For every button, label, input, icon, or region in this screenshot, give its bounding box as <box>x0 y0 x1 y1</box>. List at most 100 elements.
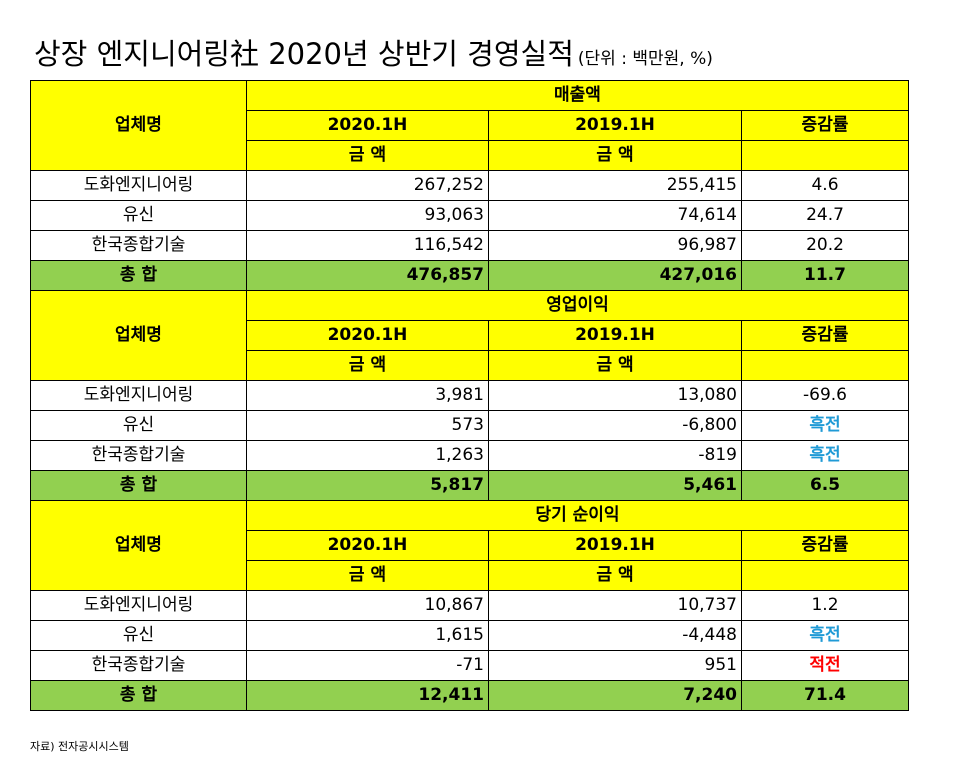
total-current-value: 476,857 <box>246 260 489 291</box>
period-header-row: 2020.1H 2019.1H 증감률 <box>31 110 909 141</box>
table-row: 도화엔지니어링 3,981 13,080 -69.6 <box>30 380 909 411</box>
change-value: 흑전 <box>809 445 841 465</box>
report-title-main: 상장 엔지니어링社 2020년 상반기 경영실적 <box>34 37 574 71</box>
prior-value: -6,800 <box>488 410 742 441</box>
change-cell: 흑전 <box>741 620 909 651</box>
total-change-value: 71.4 <box>741 680 909 711</box>
total-row: 총 합 476,857 427,016 11.7 <box>30 260 909 291</box>
change-rate-header: 증감률 <box>741 320 909 351</box>
prior-value: 74,614 <box>488 200 742 231</box>
company-header: 업체명 <box>30 500 247 591</box>
total-label: 총 합 <box>30 680 247 711</box>
change-value: 흑전 <box>809 625 841 645</box>
change-value: 4.6 <box>741 170 909 201</box>
change-value: 1.2 <box>741 590 909 621</box>
change-value: 20.2 <box>741 230 909 261</box>
table-row: 한국종합기술 1,263 -819 흑전 <box>30 440 909 471</box>
change-value: 흑전 <box>809 415 841 435</box>
company-name: 한국종합기술 <box>30 440 247 471</box>
total-prior-value: 5,461 <box>488 470 742 501</box>
total-label: 총 합 <box>30 260 247 291</box>
change-value: 24.7 <box>741 200 909 231</box>
change-rate-blank-header <box>741 140 909 171</box>
company-name: 유신 <box>30 200 247 231</box>
change-cell: 적전 <box>741 650 909 681</box>
period-prior-header: 2019.1H <box>488 320 742 351</box>
current-value: 116,542 <box>246 230 489 261</box>
change-rate-blank-header <box>741 350 909 381</box>
table-row: 유신 93,063 74,614 24.7 <box>30 200 909 231</box>
change-cell: 흑전 <box>741 410 909 441</box>
change-rate-header: 증감률 <box>741 110 909 141</box>
current-value: 3,981 <box>246 380 489 411</box>
prior-value: 10,737 <box>488 590 742 621</box>
section-title: 당기 순이익 <box>246 500 909 531</box>
period-header-row: 2020.1H 2019.1H 증감률 <box>31 320 909 351</box>
source-note: 자료) 전자공시시스템 <box>30 740 129 753</box>
total-current-value: 12,411 <box>246 680 489 711</box>
table-row: 한국종합기술 -71 951 적전 <box>30 650 909 681</box>
amount-prior-header: 금 액 <box>488 350 742 381</box>
report-unit-note: (단위 : 백만원, %) <box>577 49 713 69</box>
prior-value: 96,987 <box>488 230 742 261</box>
company-name: 도화엔지니어링 <box>30 380 247 411</box>
current-value: 93,063 <box>246 200 489 231</box>
amount-current-header: 금 액 <box>246 140 489 171</box>
table-row: 유신 1,615 -4,448 흑전 <box>30 620 909 651</box>
period-prior-header: 2019.1H <box>488 530 742 561</box>
period-current-header: 2020.1H <box>246 320 489 351</box>
company-header: 업체명 <box>30 290 247 381</box>
current-value: 1,263 <box>246 440 489 471</box>
section-header-row: 업체명 매출액 <box>30 80 909 171</box>
prior-value: -4,448 <box>488 620 742 651</box>
section-header-row: 업체명 당기 순이익 <box>30 500 909 591</box>
table-row: 유신 573 -6,800 흑전 <box>30 410 909 441</box>
section-title: 영업이익 <box>246 290 909 321</box>
total-label: 총 합 <box>30 470 247 501</box>
table-row: 한국종합기술 116,542 96,987 20.2 <box>30 230 909 261</box>
company-name: 한국종합기술 <box>30 230 247 261</box>
total-change-value: 6.5 <box>741 470 909 501</box>
period-current-header: 2020.1H <box>246 530 489 561</box>
total-change-value: 11.7 <box>741 260 909 291</box>
table-row: 도화엔지니어링 10,867 10,737 1.2 <box>30 590 909 621</box>
company-header: 업체명 <box>30 80 247 171</box>
company-name: 유신 <box>30 620 247 651</box>
change-rate-blank-header <box>741 560 909 591</box>
company-name: 도화엔지니어링 <box>30 170 247 201</box>
change-value: -69.6 <box>741 380 909 411</box>
change-value: 적전 <box>809 655 841 675</box>
total-current-value: 5,817 <box>246 470 489 501</box>
period-prior-header: 2019.1H <box>488 110 742 141</box>
current-value: -71 <box>246 650 489 681</box>
period-current-header: 2020.1H <box>246 110 489 141</box>
section-title: 매출액 <box>246 80 909 111</box>
prior-value: 13,080 <box>488 380 742 411</box>
amount-current-header: 금 액 <box>246 560 489 591</box>
company-name: 유신 <box>30 410 247 441</box>
change-rate-header: 증감률 <box>741 530 909 561</box>
change-cell: 흑전 <box>741 440 909 471</box>
amount-prior-header: 금 액 <box>488 140 742 171</box>
total-row: 총 합 5,817 5,461 6.5 <box>30 470 909 501</box>
section-header-row: 업체명 영업이익 <box>30 290 909 381</box>
total-row: 총 합 12,411 7,240 71.4 <box>30 680 909 711</box>
company-name: 한국종합기술 <box>30 650 247 681</box>
prior-value: 951 <box>488 650 742 681</box>
total-prior-value: 7,240 <box>488 680 742 711</box>
table-row: 도화엔지니어링 267,252 255,415 4.6 <box>30 170 909 201</box>
amount-current-header: 금 액 <box>246 350 489 381</box>
amount-prior-header: 금 액 <box>488 560 742 591</box>
company-name: 도화엔지니어링 <box>30 590 247 621</box>
current-value: 10,867 <box>246 590 489 621</box>
current-value: 1,615 <box>246 620 489 651</box>
current-value: 573 <box>246 410 489 441</box>
report-title: 상장 엔지니어링社 2020년 상반기 경영실적 (단위 : 백만원, %) <box>34 40 713 69</box>
current-value: 267,252 <box>246 170 489 201</box>
total-prior-value: 427,016 <box>488 260 742 291</box>
prior-value: 255,415 <box>488 170 742 201</box>
